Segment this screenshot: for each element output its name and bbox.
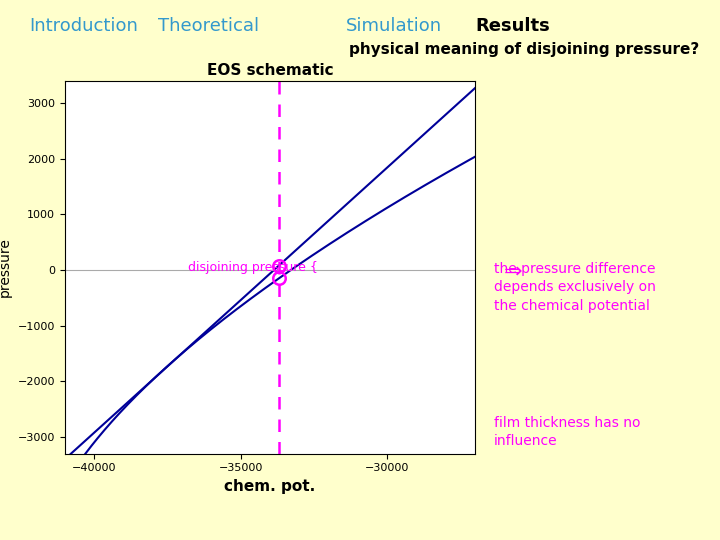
- X-axis label: chem. pot.: chem. pot.: [225, 479, 315, 494]
- Text: Introduction: Introduction: [29, 17, 138, 36]
- Y-axis label: pressure: pressure: [0, 238, 12, 297]
- Text: physical meaning of disjoining pressure?: physical meaning of disjoining pressure?: [349, 42, 699, 57]
- Text: film thickness has no
influence: film thickness has no influence: [494, 416, 640, 448]
- Text: the pressure difference
depends exclusively on
the chemical potential: the pressure difference depends exclusiv…: [494, 262, 656, 313]
- Text: Results: Results: [475, 17, 550, 36]
- Text: disjoining pressure {: disjoining pressure {: [188, 261, 318, 274]
- Title: EOS schematic: EOS schematic: [207, 63, 333, 78]
- Text: ⇒: ⇒: [504, 262, 523, 282]
- Text: Theoretical: Theoretical: [158, 17, 259, 36]
- Text: Simulation: Simulation: [346, 17, 442, 36]
